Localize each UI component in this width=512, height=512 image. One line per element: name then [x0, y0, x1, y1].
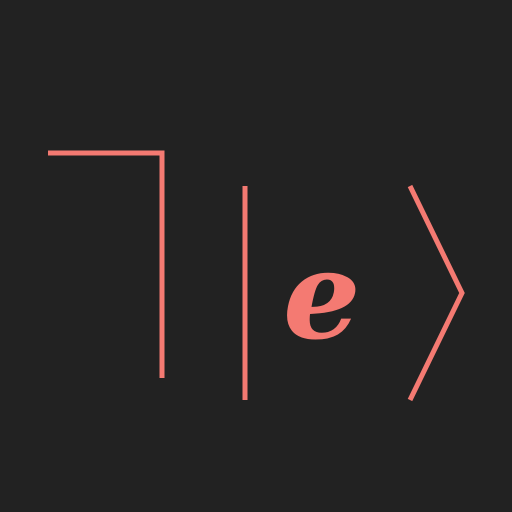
- logo-letter: e: [283, 223, 361, 367]
- right-angle-bracket-icon: [407, 184, 465, 402]
- not-sign-bracket-icon: [48, 150, 165, 378]
